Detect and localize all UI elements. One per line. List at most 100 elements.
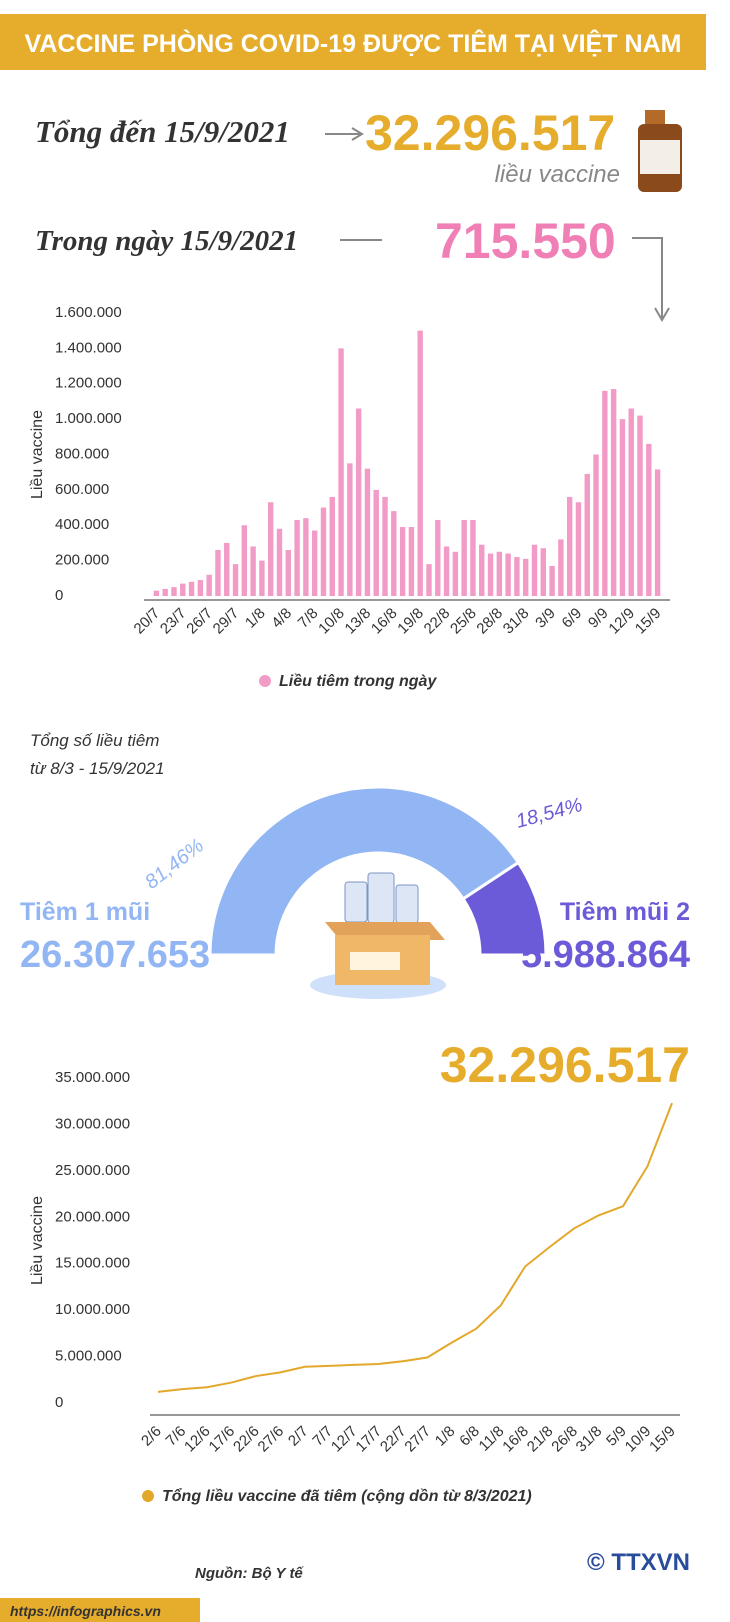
bar [215, 550, 221, 596]
x-tick-label: 23/7 [157, 605, 190, 638]
bar [584, 473, 590, 596]
vial-icon [638, 110, 682, 192]
donut-slice [461, 860, 548, 957]
y-axis-label: Liều vaccine [29, 410, 46, 499]
x-tick-label: 15/9 [646, 1423, 679, 1456]
bar [619, 419, 626, 596]
bar [470, 519, 476, 596]
total: 32.296.517 [365, 105, 615, 161]
x-tick-label: 6/9 [559, 605, 586, 632]
x-tick-label: 10/8 [315, 605, 348, 638]
bar [259, 560, 265, 596]
bar [540, 548, 546, 596]
bar [558, 539, 564, 596]
bar [382, 496, 388, 596]
y-tick-label: 5.000.000 [55, 1348, 122, 1365]
agency: © TTXVN [587, 1549, 690, 1576]
bar [268, 502, 274, 596]
bar [399, 527, 406, 596]
line [157, 1102, 673, 1393]
bar [391, 511, 397, 596]
percent-label: 18,54% [514, 794, 585, 833]
x-tick-label: 4/8 [268, 605, 295, 632]
bar [355, 408, 362, 596]
arrow-head [351, 127, 364, 141]
bar [171, 587, 177, 596]
bar [294, 519, 300, 596]
dose-count: 5.988.864 [521, 934, 690, 976]
title-band [0, 14, 706, 70]
daily: 715.550 [435, 213, 616, 269]
x-tick-label: 25/8 [447, 605, 480, 638]
bar [487, 553, 494, 596]
bar [610, 389, 617, 596]
y-tick-label: 20.000.000 [55, 1208, 130, 1225]
source: Nguồn: Bộ Y tế [195, 1565, 304, 1582]
url: https://infographics.vn [10, 1603, 161, 1619]
x-tick-label: 19/8 [394, 605, 427, 638]
x-tick-label: 3/9 [532, 605, 559, 632]
y-tick-label: 0 [55, 1394, 63, 1411]
bar [479, 544, 485, 596]
dose-count: 26.307.653 [20, 934, 210, 976]
footer-band [0, 1598, 200, 1622]
bar [646, 443, 652, 596]
y-tick-label: 35.000.000 [55, 1069, 130, 1086]
x-tick-label: 26/7 [183, 605, 216, 638]
y-tick-label: 400.000 [55, 516, 109, 533]
donut-slice [208, 785, 521, 957]
bar [523, 558, 529, 596]
bar [338, 348, 344, 596]
bar [435, 519, 441, 596]
y-tick-label: 15.000.000 [55, 1255, 130, 1272]
legend-swatch [142, 1490, 154, 1502]
x-tick-label: 1/8 [432, 1423, 459, 1450]
bar [303, 518, 309, 596]
bar [224, 542, 230, 596]
bar [188, 581, 195, 596]
y-tick-label: 0 [55, 587, 63, 604]
percent-label: 81,46% [141, 835, 208, 894]
x-tick-label: 29/7 [210, 605, 243, 638]
y-tick-label: 800.000 [55, 445, 109, 462]
x-tick-label: 2/6 [138, 1423, 165, 1450]
bar [320, 507, 327, 596]
bar [311, 530, 318, 596]
bar [364, 468, 371, 596]
bar [426, 564, 432, 596]
bar [566, 496, 573, 596]
bar [241, 525, 248, 596]
bar [206, 574, 212, 596]
box-illustration [310, 872, 446, 999]
bar [162, 588, 168, 596]
bar [549, 565, 555, 596]
bar [461, 519, 467, 596]
y-tick-label: 10.000.000 [55, 1301, 130, 1318]
y-tick-label: 600.000 [55, 481, 109, 498]
x-tick-label: 16/8 [368, 605, 401, 638]
pie-title: Tổng số liều tiêm [30, 731, 159, 750]
bar [417, 330, 423, 596]
title: VACCINE PHÒNG COVID-19 ĐƯỢC TIÊM TẠI VIỆ… [25, 28, 682, 58]
y-axis-label: Liều vaccine [29, 1196, 46, 1285]
bar [276, 528, 283, 596]
total-label: Tổng đến 15/9/2021 [35, 114, 290, 149]
bar [496, 551, 503, 596]
bar [232, 564, 239, 596]
y-tick-label: 25.000.000 [55, 1162, 130, 1179]
bar [347, 463, 353, 596]
x-tick-label: 15/9 [632, 605, 665, 638]
bar [514, 557, 520, 596]
bar [443, 546, 450, 596]
arrow [632, 237, 663, 318]
bar [180, 583, 186, 596]
bar [637, 415, 643, 596]
legend-label: Liều tiêm trong ngày [279, 673, 437, 690]
x-tick-label: 28/8 [473, 605, 506, 638]
bar [329, 496, 335, 596]
legend-label: Tổng liều vaccine đã tiêm (cộng dồn từ 8… [162, 1487, 532, 1505]
legend-swatch [259, 675, 271, 687]
bar [197, 580, 204, 596]
